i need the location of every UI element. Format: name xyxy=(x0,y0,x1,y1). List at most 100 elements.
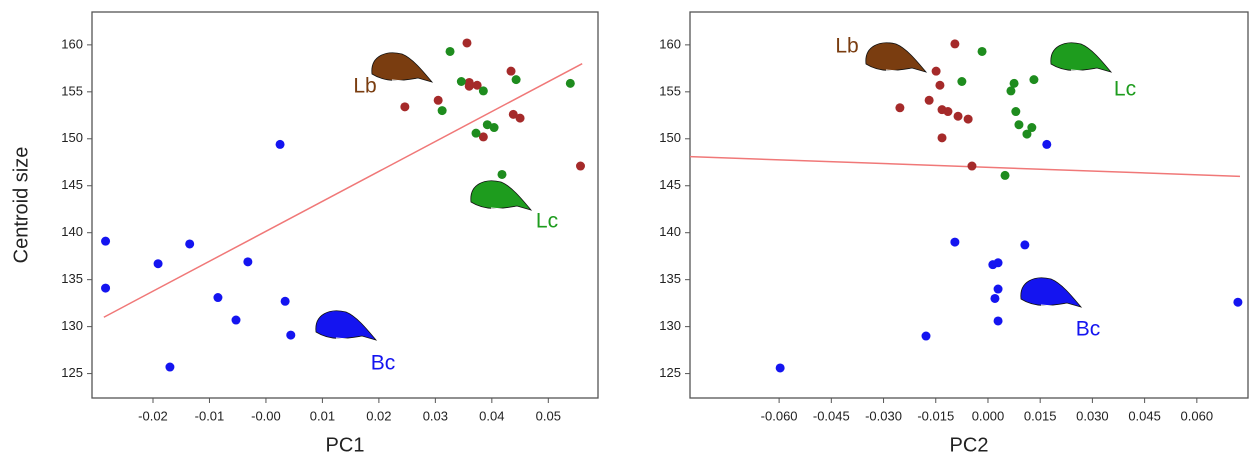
y-axis-label: Centroid size xyxy=(10,147,32,264)
trend-line xyxy=(103,62,583,318)
y-tick-label: 140 xyxy=(659,224,681,239)
point xyxy=(895,103,905,113)
point xyxy=(943,107,953,117)
skull-icon xyxy=(371,52,434,83)
point xyxy=(231,315,241,325)
skull-icon-jaw xyxy=(391,79,429,84)
skull-icon xyxy=(470,180,533,211)
point xyxy=(165,362,175,372)
y-tick-label: 145 xyxy=(61,177,83,192)
point xyxy=(482,120,492,130)
point xyxy=(950,39,960,49)
point xyxy=(511,75,521,85)
point xyxy=(1006,86,1016,96)
x-tick-label: -0.060 xyxy=(761,408,798,423)
x-tick-label: 0.030 xyxy=(1076,408,1109,423)
skull-icon xyxy=(1050,42,1113,73)
y-tick-label: 140 xyxy=(61,224,83,239)
point xyxy=(977,46,987,56)
skull-icon-jaw xyxy=(1070,69,1108,74)
skull-icon xyxy=(315,310,378,341)
point xyxy=(775,363,785,373)
point xyxy=(437,106,447,116)
point xyxy=(101,236,111,246)
x-tick-label: 0.05 xyxy=(536,408,561,423)
point xyxy=(456,76,466,86)
x-tick-label: 0.045 xyxy=(1128,408,1161,423)
y-tick-label: 155 xyxy=(659,83,681,98)
plot-frame xyxy=(689,11,1249,399)
point xyxy=(462,38,472,48)
x-tick-label: 0.01 xyxy=(310,408,335,423)
point xyxy=(953,111,963,121)
point xyxy=(575,161,585,171)
y-tick-label: 155 xyxy=(61,83,83,98)
x-tick-label: -0.01 xyxy=(195,408,225,423)
y-tick-label: 125 xyxy=(61,365,83,380)
point xyxy=(993,316,1003,326)
point xyxy=(515,113,525,123)
point xyxy=(935,80,945,90)
x-tick-label: 0.03 xyxy=(423,408,448,423)
point xyxy=(921,331,931,341)
point xyxy=(400,102,410,112)
x-tick-label: -0.00 xyxy=(251,408,281,423)
point xyxy=(478,132,488,142)
x-tick-label: -0.045 xyxy=(813,408,850,423)
x-axis-label: PC2 xyxy=(950,434,989,456)
x-tick-label: 0.000 xyxy=(972,408,1005,423)
skull-icon xyxy=(1020,277,1083,308)
point xyxy=(957,76,967,86)
point xyxy=(1011,107,1021,117)
point xyxy=(101,283,111,293)
point xyxy=(478,86,488,96)
panel: 125 130 135 140 145 150 155 160 -0.060 -0.045 -0.0… xyxy=(659,11,1249,456)
annotation: Lc xyxy=(1114,78,1136,101)
point xyxy=(990,293,1000,303)
point xyxy=(213,293,223,303)
point xyxy=(950,237,960,247)
skull-icon-jaw xyxy=(335,337,373,342)
x-tick-label: 0.015 xyxy=(1024,408,1057,423)
point xyxy=(924,95,934,105)
point xyxy=(471,128,481,138)
y-tick-label: 150 xyxy=(61,130,83,145)
point xyxy=(1029,75,1039,85)
point xyxy=(472,80,482,90)
point xyxy=(993,258,1003,268)
y-tick-label: 130 xyxy=(61,318,83,333)
y-tick-label: 135 xyxy=(659,271,681,286)
point xyxy=(1020,240,1030,250)
y-tick-label: 125 xyxy=(659,365,681,380)
panel: 125 130 135 140 145 150 155 160 -0.02 -0.01 -0.00 0… xyxy=(10,11,599,456)
point xyxy=(1233,297,1243,307)
x-tick-label: 0.060 xyxy=(1181,408,1214,423)
annotation: Bc xyxy=(371,352,396,375)
y-tick-label: 160 xyxy=(61,36,83,51)
point xyxy=(445,46,455,56)
point xyxy=(508,109,518,119)
point xyxy=(489,123,499,133)
skull-icon-jaw xyxy=(490,207,528,212)
x-tick-label: 0.02 xyxy=(366,408,391,423)
point xyxy=(1042,139,1052,149)
plot-frame xyxy=(91,11,599,399)
y-tick-label: 130 xyxy=(659,318,681,333)
point xyxy=(1000,170,1010,180)
point xyxy=(464,81,474,91)
point xyxy=(1027,123,1037,133)
point xyxy=(1009,78,1019,88)
x-tick-label: 0.04 xyxy=(479,408,504,423)
y-tick-label: 145 xyxy=(659,177,681,192)
skull-icon xyxy=(865,42,928,73)
point xyxy=(931,66,941,76)
point xyxy=(497,169,507,179)
annotation: Lb xyxy=(835,35,858,58)
point xyxy=(153,259,163,269)
point xyxy=(1014,120,1024,130)
point xyxy=(243,257,253,267)
point xyxy=(967,161,977,171)
x-axis-label: PC1 xyxy=(326,434,365,456)
point xyxy=(185,239,195,249)
